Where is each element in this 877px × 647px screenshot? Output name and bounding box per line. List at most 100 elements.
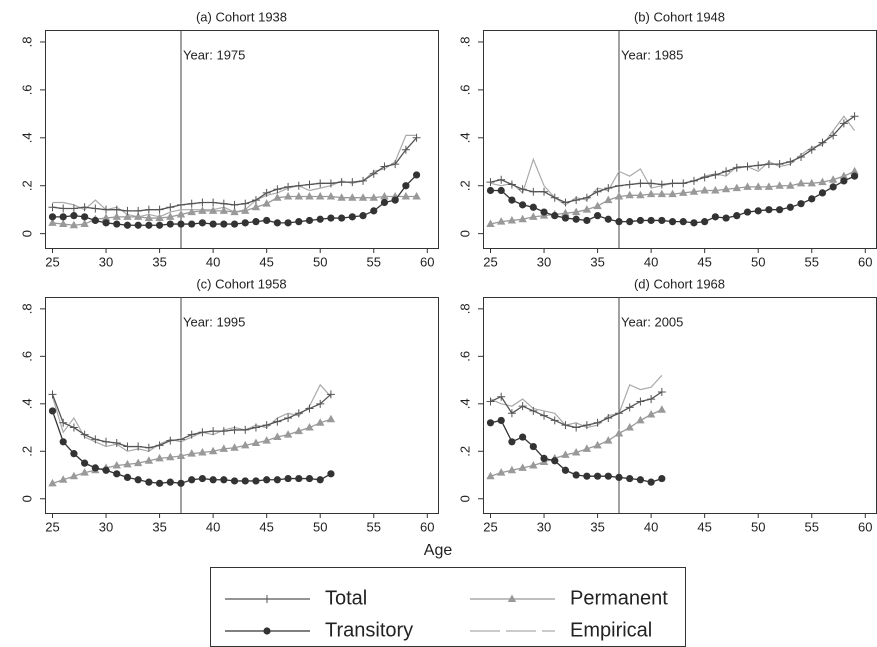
panel-title: (d) Cohort 1968 — [634, 276, 725, 291]
marker-triangle — [818, 177, 827, 186]
marker-circle — [593, 212, 602, 220]
marker-triangle — [625, 423, 634, 431]
marker-plus — [123, 442, 132, 451]
marker-circle — [604, 472, 612, 480]
marker-triangle — [571, 207, 581, 216]
marker-circle — [508, 438, 516, 446]
marker-triangle — [732, 183, 741, 192]
y-tick-label: .4 — [457, 398, 472, 409]
marker-circle — [155, 479, 164, 487]
marker-circle — [123, 473, 132, 481]
marker-plus — [112, 205, 121, 214]
marker-triangle — [59, 219, 68, 228]
marker-triangle — [358, 193, 368, 201]
marker-triangle — [497, 217, 506, 225]
marker-plus — [540, 187, 549, 196]
marker-circle — [840, 177, 848, 185]
x-tick-label: 45 — [697, 254, 711, 269]
marker-circle — [273, 219, 281, 227]
marker-circle — [177, 220, 185, 228]
marker-triangle — [786, 181, 795, 189]
marker-circle — [615, 473, 623, 481]
marker-circle — [284, 219, 292, 227]
marker-plus — [625, 180, 634, 189]
x-axis-label: Age — [424, 542, 453, 559]
marker-plus — [155, 205, 164, 214]
marker-circle — [551, 457, 559, 465]
marker-triangle — [721, 184, 731, 193]
marker-plus — [593, 418, 602, 427]
marker-triangle — [486, 219, 495, 228]
marker-circle — [70, 212, 78, 220]
marker-circle — [370, 207, 378, 215]
marker-circle — [123, 221, 132, 229]
marker-triangle — [230, 207, 239, 216]
marker-triangle — [561, 208, 570, 217]
marker-triangle — [241, 440, 250, 449]
marker-triangle — [326, 414, 336, 423]
x-tick-label: 60 — [420, 519, 434, 534]
marker-circle — [786, 203, 794, 211]
marker-triangle — [316, 418, 325, 426]
marker-circle — [48, 213, 57, 221]
marker-triangle — [219, 444, 229, 452]
marker-plus — [273, 185, 282, 194]
marker-circle — [198, 474, 207, 483]
x-tick-label: 55 — [805, 254, 819, 269]
x-tick-label: 55 — [367, 519, 381, 534]
marker-triangle — [668, 189, 677, 198]
marker-triangle — [144, 456, 154, 464]
y-tick-label: 0 — [457, 230, 472, 237]
marker-plus — [91, 435, 100, 444]
y-tick-label: .6 — [19, 84, 34, 95]
marker-plus — [316, 179, 325, 188]
marker-triangle — [208, 206, 218, 214]
marker-circle — [636, 476, 645, 484]
marker-circle — [230, 220, 239, 228]
marker-circle — [529, 442, 537, 451]
x-tick-label: 25 — [483, 519, 497, 534]
marker-triangle — [112, 461, 121, 469]
marker-triangle — [412, 191, 421, 200]
marker-triangle — [636, 190, 645, 199]
x-tick-label: 40 — [206, 519, 220, 534]
marker-plus — [593, 187, 602, 196]
y-tick-label: .4 — [19, 132, 34, 143]
marker-circle — [241, 477, 249, 485]
marker-triangle — [646, 409, 656, 418]
marker-triangle — [273, 432, 282, 441]
marker-triangle — [294, 191, 303, 200]
marker-triangle — [123, 459, 132, 468]
marker-triangle — [743, 182, 752, 190]
plot-frame — [45, 297, 439, 514]
marker-circle — [113, 470, 121, 478]
marker-circle — [188, 220, 196, 228]
marker-circle — [391, 196, 399, 204]
marker-circle — [754, 207, 762, 215]
marker-plus — [369, 169, 378, 178]
marker-plus — [134, 442, 143, 451]
marker-circle — [113, 220, 121, 228]
marker-triangle — [775, 181, 784, 189]
marker-circle — [284, 474, 292, 483]
x-tick-label: 55 — [367, 254, 381, 269]
annotation: Year: 1995 — [183, 314, 245, 329]
marker-circle — [295, 474, 303, 483]
marker-triangle — [48, 478, 57, 487]
marker-plus — [743, 162, 752, 171]
marker-triangle — [582, 205, 592, 213]
marker-plus — [155, 441, 164, 450]
marker-triangle — [59, 475, 68, 483]
marker-circle — [91, 216, 99, 225]
marker-circle — [295, 218, 303, 226]
marker-circle — [263, 216, 271, 225]
marker-triangle — [80, 468, 89, 476]
marker-triangle — [486, 471, 495, 480]
marker-triangle — [529, 212, 538, 220]
y-tick-label: .4 — [19, 398, 34, 409]
marker-triangle — [369, 193, 378, 201]
marker-triangle — [593, 440, 602, 449]
marker-triangle — [273, 193, 282, 201]
marker-triangle — [646, 189, 656, 198]
x-tick-label: 50 — [751, 254, 765, 269]
